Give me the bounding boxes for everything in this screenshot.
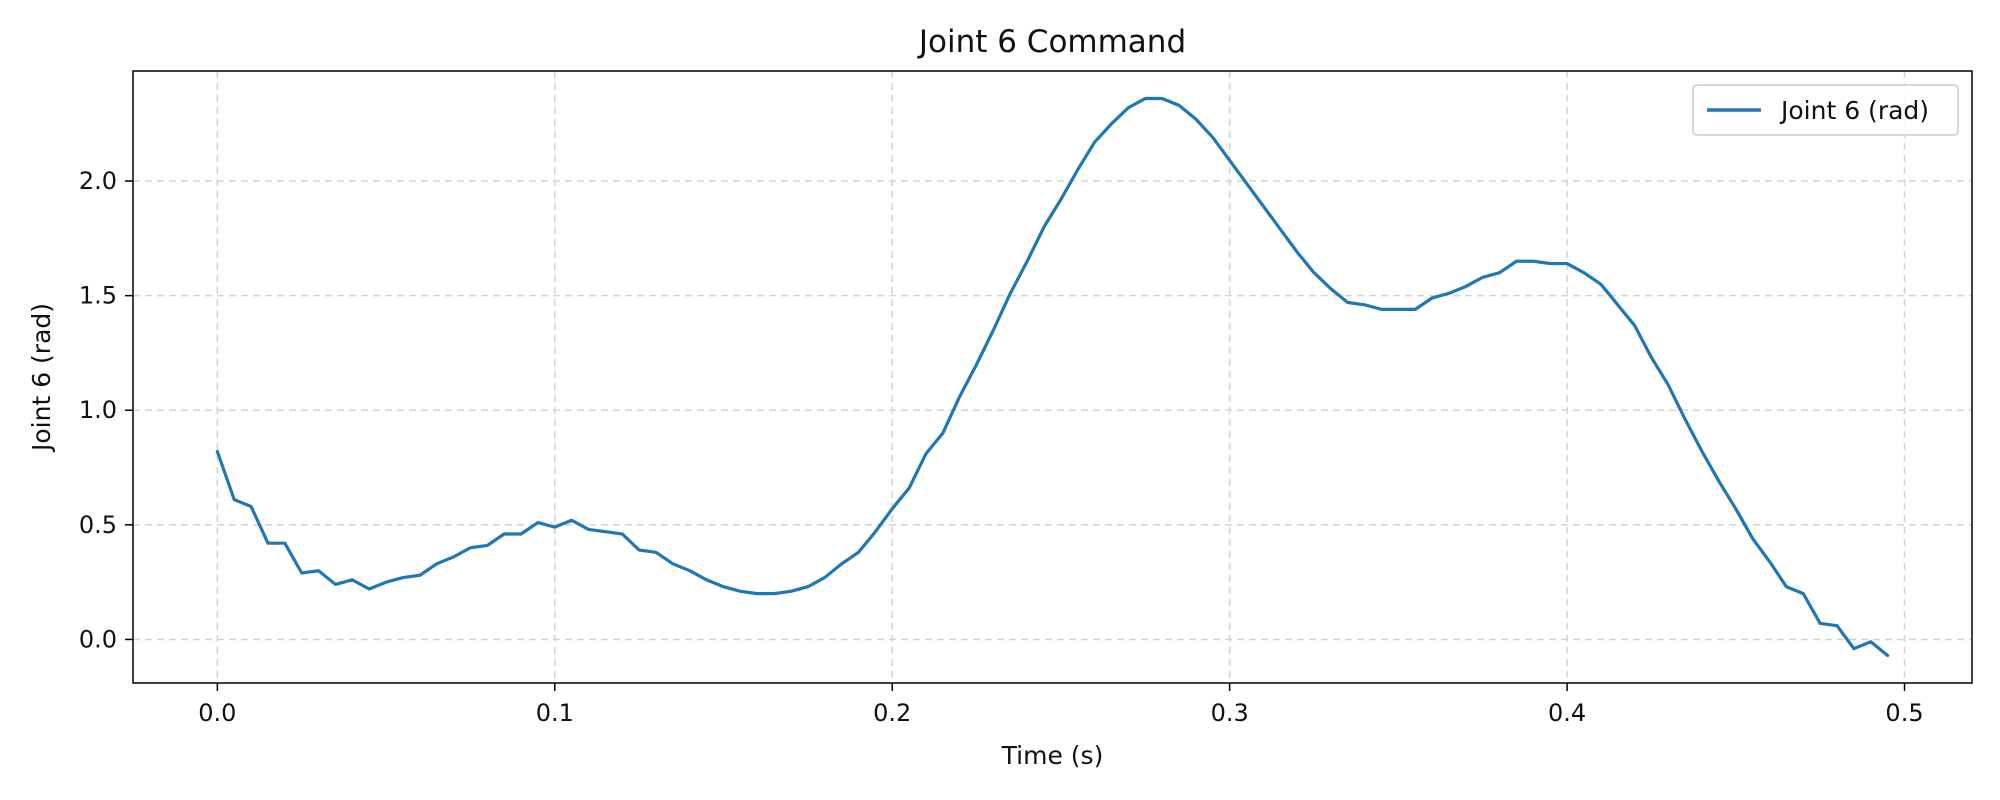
x-axis-label: Time (s) — [1001, 741, 1104, 770]
grid-layer — [133, 71, 1972, 683]
legend-box — [1692, 84, 1959, 136]
series-line — [215, 96, 1890, 658]
y-tick-label: 1.0 — [79, 396, 117, 424]
legend-label: Joint 6 (rad) — [1779, 96, 1929, 125]
x-tick-label: 0.2 — [873, 699, 911, 727]
y-axis-label: Joint 6 (rad) — [27, 303, 56, 453]
y-tick-label: 0.0 — [79, 625, 117, 653]
chart-title: Joint 6 Command — [917, 24, 1186, 60]
legend: Joint 6 (rad) — [1692, 84, 1959, 136]
ticks-layer: 0.0 0.1 0.2 0.3 0.4 0.5 0.0 0.5 1.0 1.5 2.0 — [79, 167, 1924, 727]
axes-layer — [132, 70, 1973, 684]
x-tick-label: 0.1 — [536, 699, 574, 727]
x-tick-label: 0.4 — [1548, 699, 1586, 727]
y-tick-label: 2.0 — [79, 167, 117, 195]
plot-frame — [132, 70, 1973, 684]
y-tick-label: 0.5 — [79, 511, 117, 539]
y-tick-label: 1.5 — [79, 282, 117, 310]
x-tick-label: 0.0 — [198, 699, 236, 727]
x-tick-label: 0.5 — [1885, 699, 1923, 727]
x-tick-label: 0.3 — [1211, 699, 1249, 727]
series-layer — [215, 96, 1890, 658]
